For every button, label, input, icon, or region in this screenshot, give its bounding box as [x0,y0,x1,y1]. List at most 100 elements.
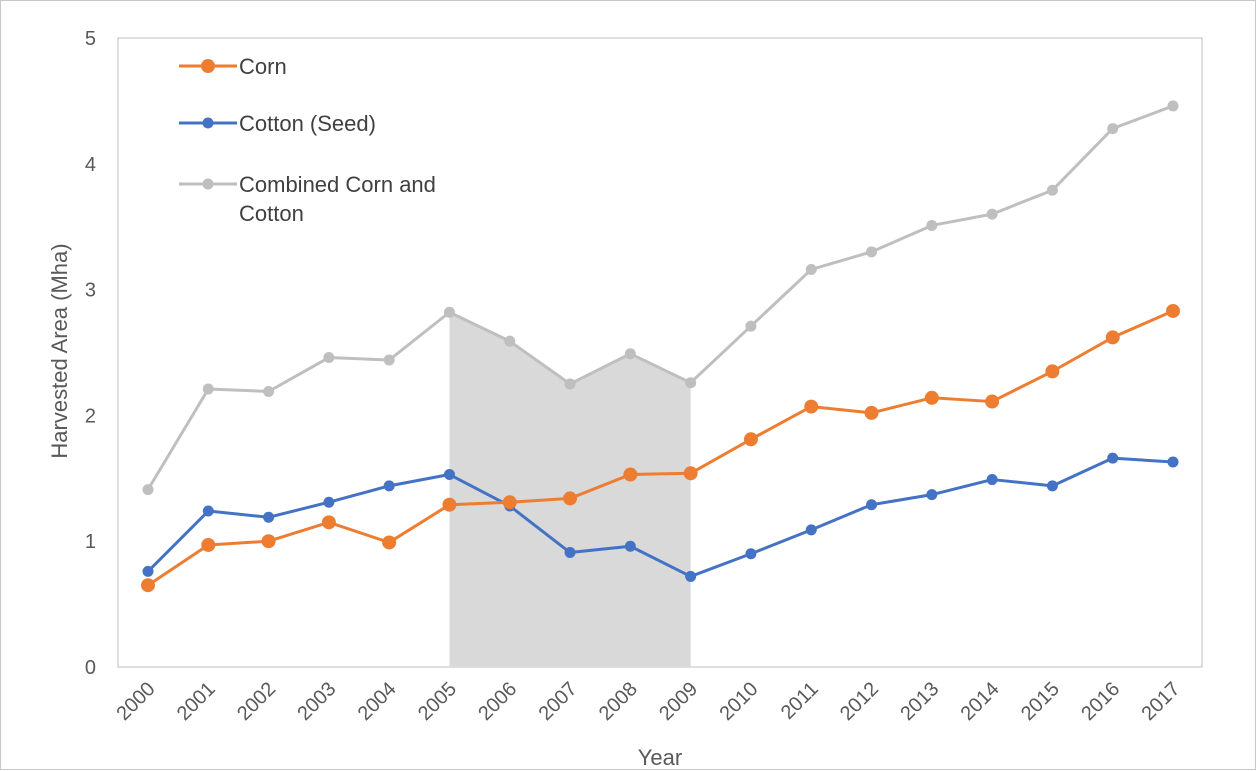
series-corn [141,303,1180,593]
series-cotton-seed [142,452,1179,582]
data-point [685,570,697,582]
x-tick-label: 2011 [777,678,823,724]
data-point [383,480,395,492]
data-point [864,405,879,420]
shaded-region-layer [449,312,691,667]
data-point [563,491,578,506]
data-point [624,348,636,360]
x-tick-label: 2004 [354,678,401,725]
y-axis-title: Harvested Area (Mha) [47,243,72,458]
data-point [263,511,275,523]
x-tick-label: 2016 [1077,678,1124,725]
data-point [443,306,455,318]
data-point [986,474,998,486]
shaded-region [449,312,691,667]
data-point [1107,452,1119,464]
data-point [321,515,336,530]
x-tick-label: 2008 [595,678,642,725]
data-point [323,496,335,508]
data-point [805,263,817,275]
data-point [745,548,757,560]
data-point [1046,480,1058,492]
legend-swatch-marker [202,178,214,190]
data-point [502,495,517,510]
series-line [147,309,1174,587]
data-point [623,467,638,482]
y-tick-label: 0 [85,657,96,679]
x-tick-label: 2012 [836,678,883,725]
data-point [202,505,214,517]
data-point [804,399,819,414]
data-point [624,540,636,552]
data-point [743,432,758,447]
data-point [745,320,757,332]
legend-label: Combined Corn and [239,172,436,197]
legend-swatch-marker [202,117,214,129]
legend-label: Corn [239,54,287,79]
data-point [443,469,455,481]
data-point [504,335,516,347]
series-line [146,104,1174,491]
legend-item: Combined Corn and Cotton [179,172,436,226]
data-point [985,394,1000,409]
y-tick-label: 2 [85,405,96,427]
y-axis-ticks: 0 1 2 3 4 5 [85,28,96,679]
data-point [926,489,938,501]
data-point [382,535,397,550]
x-tick-label: 2007 [535,678,582,725]
x-axis-ticks: 2000 2001 2002 2003 2004 2005 2006 2007 2008 2009… [113,678,1185,725]
y-tick-label: 3 [85,280,96,302]
data-point [142,565,154,577]
x-tick-label: 2003 [293,678,340,725]
data-point [805,524,817,536]
legend-swatch-marker [201,59,215,73]
data-point [1046,184,1058,196]
data-point [685,377,697,389]
y-tick-label: 1 [85,531,96,553]
data-point [383,354,395,366]
legend: Corn Cotton (Seed) Combined Corn and Cotton [179,54,436,226]
x-tick-label: 2000 [113,678,160,725]
x-tick-label: 2002 [233,678,280,725]
data-point [142,484,154,496]
data-point [1107,123,1119,135]
x-tick-label: 2013 [896,678,943,725]
data-point [1167,456,1179,468]
data-point [986,208,998,220]
series-line [146,456,1174,578]
data-point [866,246,878,258]
series-combined-corn-and-cotton [142,100,1179,496]
x-tick-label: 2001 [173,678,220,725]
x-tick-label: 2017 [1138,678,1185,725]
legend-item: Cotton (Seed) [179,111,376,136]
data-point [201,537,216,552]
data-point [866,499,878,511]
data-point [1166,303,1180,318]
data-point [202,383,214,395]
x-tick-label: 2009 [655,678,702,725]
y-tick-label: 4 [85,154,96,176]
x-tick-label: 2005 [414,678,461,725]
series-layer [141,100,1180,593]
x-tick-label: 2010 [715,678,762,725]
data-point [1167,100,1179,112]
data-point [323,352,335,364]
data-point [564,547,576,559]
data-point [683,466,698,481]
data-point [261,534,276,549]
data-point [263,385,275,397]
data-point [442,497,457,512]
x-axis-title: Year [638,745,682,770]
legend-label: Cotton [239,201,304,226]
data-point [1045,364,1060,379]
data-point [564,378,576,390]
x-tick-label: 2006 [474,678,521,725]
data-point [926,219,938,231]
data-point [141,578,155,593]
x-tick-label: 2015 [1017,678,1064,725]
legend-item: Corn [179,54,287,79]
x-tick-label: 2014 [957,678,1004,725]
legend-label: Cotton (Seed) [239,111,376,136]
